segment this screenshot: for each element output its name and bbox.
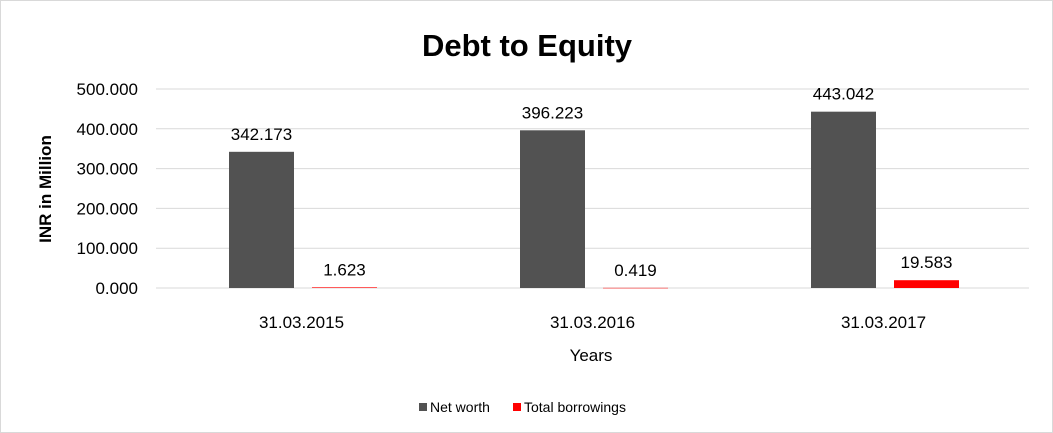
bar-total-borrowings [894, 280, 959, 288]
y-tick-label: 0.000 [95, 279, 138, 298]
legend: Net worth Total borrowings [419, 399, 626, 415]
data-label: 1.623 [323, 260, 366, 279]
x-tick-label: 31.03.2017 [841, 313, 926, 332]
y-tick-label: 400.000 [77, 120, 138, 139]
y-tick-label: 200.000 [77, 199, 138, 218]
legend-swatch [513, 403, 521, 411]
data-label: 396.223 [522, 103, 583, 122]
data-label: 0.419 [614, 261, 657, 280]
chart-title: Debt to Equity [422, 28, 633, 63]
bar-total-borrowings [603, 287, 668, 289]
y-axis-label: INR in Million [36, 135, 55, 243]
data-label: 342.173 [231, 125, 292, 144]
x-tick-label: 31.03.2016 [550, 313, 635, 332]
y-tick-label: 300.000 [77, 160, 138, 179]
y-tick-label: 100.000 [77, 239, 138, 258]
bar-total-borrowings [312, 287, 377, 288]
bar-networth [229, 151, 294, 288]
bar-networth [520, 130, 585, 288]
x-tick-label: 31.03.2015 [259, 313, 344, 332]
legend-swatch [419, 403, 427, 411]
legend-label: Net worth [430, 399, 490, 415]
data-label: 443.042 [813, 85, 874, 104]
bar-networth [811, 111, 876, 288]
data-label: 19.583 [901, 253, 953, 272]
legend-label: Total borrowings [524, 399, 626, 415]
x-axis-label: Years [570, 346, 613, 365]
y-tick-label: 500.000 [77, 80, 138, 99]
